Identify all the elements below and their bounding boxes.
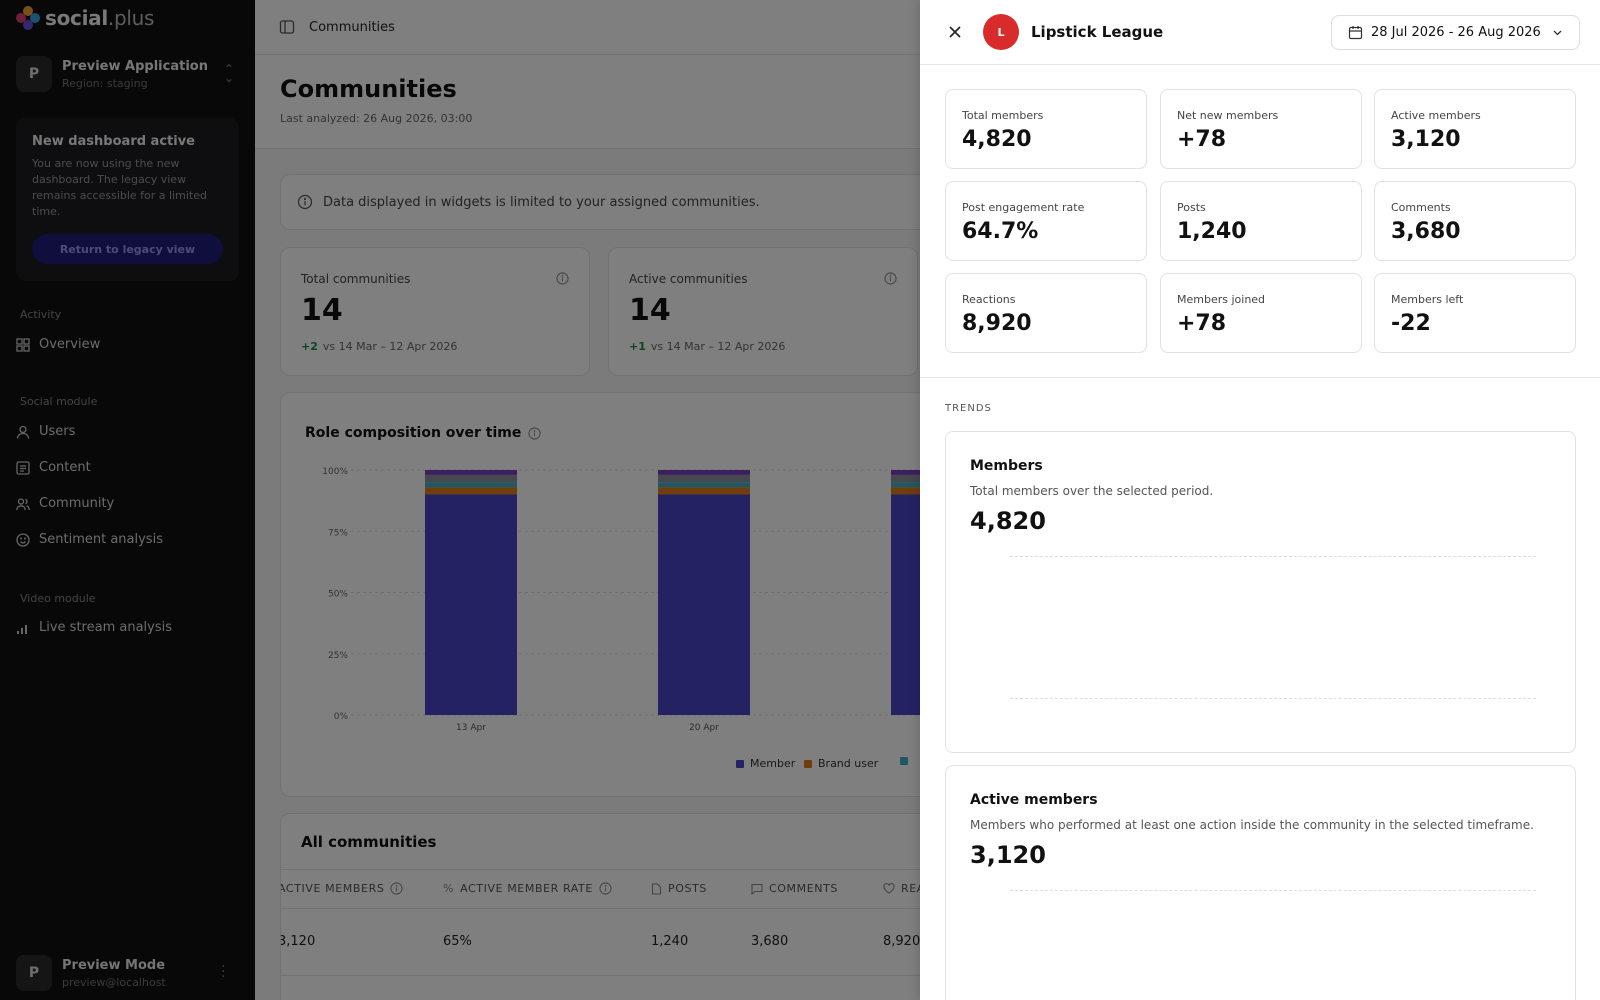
kpi-value: 1,240 (1177, 219, 1247, 244)
drawer-header: L Lipstick League 28 Jul 2026 - 26 Aug 2… (920, 0, 1600, 65)
kpi-value: 64.7% (962, 219, 1039, 244)
kpi-value: 3,120 (1391, 127, 1461, 152)
kpi-post-engagement-rate: Post engagement rate 64.7% (945, 181, 1147, 261)
chevron-down-icon (1553, 30, 1562, 36)
kpi-label: Total members (962, 109, 1044, 122)
kpi-label: Members joined (1177, 293, 1266, 306)
trend-subtitle: Members who performed at least one actio… (970, 818, 1534, 832)
modal-backdrop[interactable] (0, 0, 920, 1000)
kpi-members-left: Members left -22 (1374, 273, 1576, 353)
trend-title: Members (970, 458, 1043, 474)
kpi-value: 3,680 (1391, 219, 1461, 244)
kpi-label: Comments (1391, 201, 1451, 214)
trend-card-members: Members Total members over the selected … (945, 431, 1576, 753)
kpi-active-members: Active members 3,120 (1374, 89, 1576, 169)
kpi-label: Post engagement rate (962, 201, 1085, 214)
trend-title: Active members (970, 792, 1098, 808)
kpi-reactions: Reactions 8,920 (945, 273, 1147, 353)
trend-value: 3,120 (970, 841, 1046, 869)
chart-gridline (1010, 698, 1536, 699)
kpi-label: Reactions (962, 293, 1016, 306)
community-name: Lipstick League (1031, 23, 1164, 41)
kpi-value: -22 (1391, 311, 1431, 336)
kpi-posts: Posts 1,240 (1160, 181, 1362, 261)
date-range-text: 28 Jul 2026 - 26 Aug 2026 (1371, 25, 1541, 40)
kpi-value: 8,920 (962, 311, 1032, 336)
kpi-net-new-members: Net new members +78 (1160, 89, 1362, 169)
kpi-label: Net new members (1177, 109, 1279, 122)
chart-gridline (1010, 890, 1536, 891)
kpi-comments: Comments 3,680 (1374, 181, 1576, 261)
divider (920, 377, 1600, 378)
close-icon (949, 26, 961, 38)
kpi-members-joined: Members joined +78 (1160, 273, 1362, 353)
chart-gridline (1010, 556, 1536, 557)
trend-card-active-members: Active members Members who performed at … (945, 765, 1576, 1000)
kpi-label: Active members (1391, 109, 1481, 122)
kpi-value: +78 (1177, 311, 1227, 336)
kpi-value: +78 (1177, 127, 1227, 152)
trends-section-label: TRENDS (945, 403, 992, 414)
trend-value: 4,820 (970, 507, 1046, 535)
calendar-icon (1348, 26, 1363, 40)
close-button[interactable] (944, 21, 966, 43)
kpi-total-members: Total members 4,820 (945, 89, 1147, 169)
community-avatar: L (983, 14, 1019, 50)
kpi-label: Members left (1391, 293, 1464, 306)
kpi-value: 4,820 (962, 127, 1032, 152)
trend-subtitle: Total members over the selected period. (970, 484, 1214, 498)
community-detail-drawer: L Lipstick League 28 Jul 2026 - 26 Aug 2… (920, 0, 1600, 1000)
kpi-label: Posts (1177, 201, 1206, 214)
date-range-picker[interactable]: 28 Jul 2026 - 26 Aug 2026 (1331, 15, 1580, 50)
